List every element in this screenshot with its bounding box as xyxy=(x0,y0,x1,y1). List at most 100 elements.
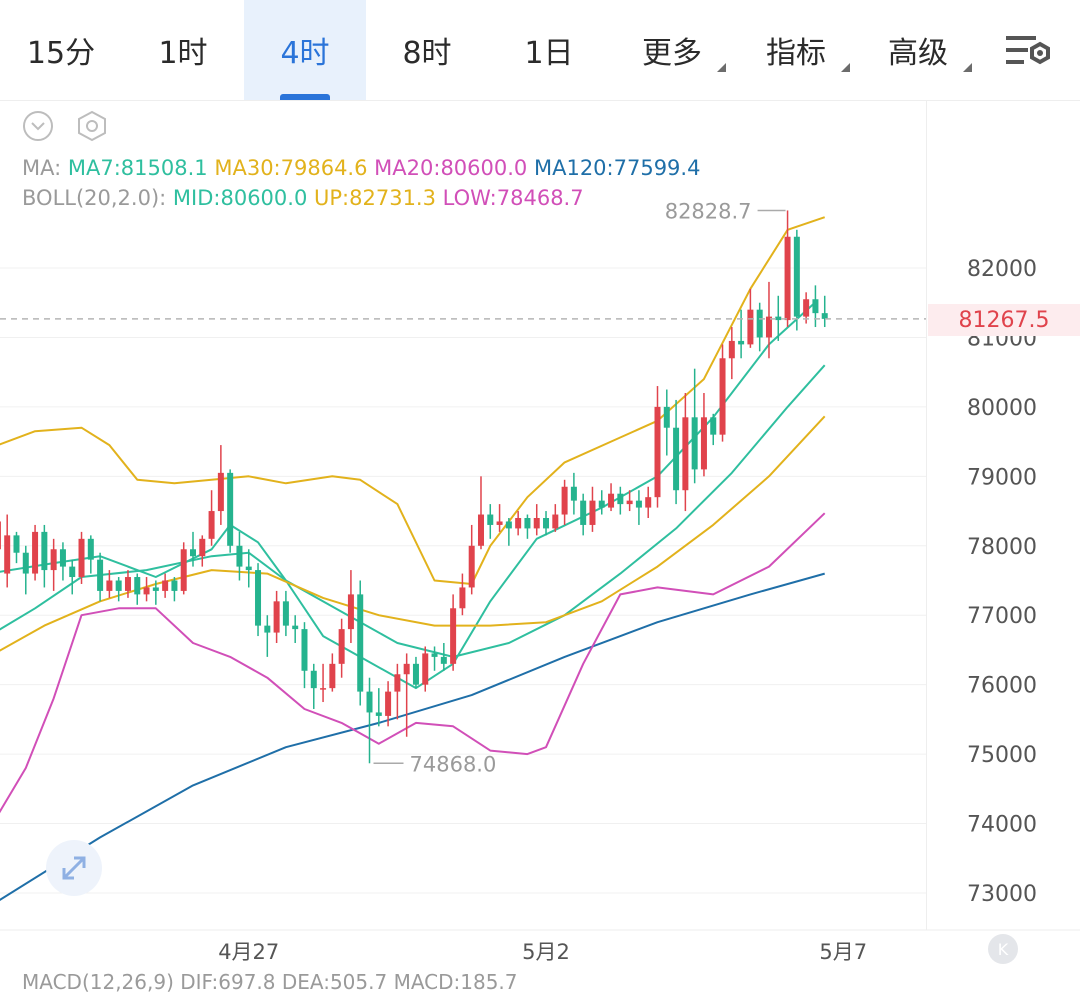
candle-body xyxy=(515,518,522,529)
candle-body xyxy=(134,577,141,595)
tab-label: 指标 xyxy=(766,36,826,71)
expand-arrows-icon[interactable] xyxy=(46,840,102,896)
candle-body xyxy=(320,688,327,690)
candle-body xyxy=(422,653,429,685)
ma-legend-prefix: MA: xyxy=(22,156,62,180)
candle-body xyxy=(357,594,364,692)
high-price-label: 82828.7 xyxy=(665,199,752,223)
x-tick-label: 5月2 xyxy=(522,940,570,964)
candle-body xyxy=(700,417,707,470)
candle-body xyxy=(719,358,726,435)
dropdown-triangle-icon xyxy=(717,63,726,72)
candle-body xyxy=(691,417,698,470)
candle-body xyxy=(654,406,661,498)
chevron-down-circle-icon[interactable] xyxy=(22,110,54,142)
ma20-value: MA20:80600.0 xyxy=(374,156,528,180)
candle-body xyxy=(450,608,457,664)
boll-legend-prefix: BOLL(20,2.0): xyxy=(22,186,167,210)
candle-body xyxy=(561,486,568,515)
candle-body xyxy=(347,594,354,630)
tab-15m[interactable]: 15分 xyxy=(0,0,122,100)
candle-body xyxy=(264,625,271,633)
candle-body xyxy=(580,500,587,525)
candle-body xyxy=(496,521,503,525)
period-tab-bar: 15分 1时 4时 8时 1日 更多 指标 高级 xyxy=(0,0,1080,101)
candle-body xyxy=(552,514,559,529)
candle-body xyxy=(273,601,280,633)
candle-body xyxy=(403,663,410,675)
tab-label: 1日 xyxy=(524,36,574,71)
candle-body xyxy=(738,340,745,345)
y-tick-label: 79000 xyxy=(967,465,1037,490)
macd-legend-text: MACD(12,26,9) DIF:697.8 DEA:505.7 MACD:1… xyxy=(22,970,518,994)
candle-body xyxy=(245,566,252,571)
candle-body xyxy=(32,531,39,574)
candle-body xyxy=(431,653,438,657)
candle-body xyxy=(635,500,642,508)
tab-label: 4时 xyxy=(280,36,330,71)
boll-mid-value: MID:80600.0 xyxy=(172,186,308,210)
candle-body xyxy=(663,406,670,428)
tab-label: 1时 xyxy=(158,36,208,71)
tab-advanced[interactable]: 高级 xyxy=(868,0,972,100)
y-tick-label: 74000 xyxy=(967,813,1037,838)
y-tick-label: 73000 xyxy=(967,882,1037,907)
candle-body xyxy=(190,549,196,557)
ma7-value: MA7:81508.1 xyxy=(67,156,208,180)
candle-body xyxy=(0,521,1,550)
candle-body xyxy=(162,580,169,591)
candle-body xyxy=(59,549,66,567)
tab-label: 8时 xyxy=(402,36,452,71)
candle-body xyxy=(812,299,819,314)
candle-body xyxy=(78,538,85,578)
y-tick-label: 78000 xyxy=(967,535,1037,560)
tab-more[interactable]: 更多 xyxy=(622,0,726,100)
low-price-label: 74868.0 xyxy=(410,752,497,776)
ma30-value: MA30:79864.6 xyxy=(214,156,368,180)
candle-body xyxy=(477,514,484,546)
current-price-tag: 81267.5 xyxy=(928,304,1080,336)
tab-4h[interactable]: 4时 xyxy=(244,0,366,100)
tab-indicators[interactable]: 指标 xyxy=(746,0,850,100)
candle-body xyxy=(97,559,104,591)
candle-body xyxy=(50,549,57,571)
candle-body xyxy=(747,309,754,345)
candle-body xyxy=(227,472,234,546)
candle-body xyxy=(756,309,763,338)
boll-up-value: UP:82731.3 xyxy=(314,186,436,210)
candle-body xyxy=(728,340,735,359)
ma120-line xyxy=(0,572,825,901)
candle-body xyxy=(22,552,29,574)
candle-body xyxy=(543,518,550,529)
candle-body xyxy=(468,545,475,588)
candle-body xyxy=(589,500,596,525)
x-tick-label: 5月7 xyxy=(819,940,867,964)
candle-body xyxy=(310,670,317,689)
active-tab-indicator xyxy=(280,94,330,100)
tab-label: 更多 xyxy=(642,36,702,71)
candle-body xyxy=(803,299,810,317)
candle-body xyxy=(217,472,224,512)
tab-1h[interactable]: 1时 xyxy=(122,0,244,100)
candle-body xyxy=(199,538,206,557)
reset-icon[interactable]: K xyxy=(988,934,1018,964)
candle-body xyxy=(69,566,76,578)
candle-body xyxy=(598,500,605,508)
ma120-value: MA120:77599.4 xyxy=(533,156,701,180)
candle-body xyxy=(329,663,336,689)
candle-body xyxy=(292,625,299,630)
tab-8h[interactable]: 8时 xyxy=(366,0,488,100)
candle-body xyxy=(338,629,345,664)
chart-settings-icon[interactable] xyxy=(1002,32,1056,72)
candle-body xyxy=(208,511,215,539)
tab-1d[interactable]: 1日 xyxy=(488,0,610,100)
candle-body xyxy=(673,427,680,491)
hexagon-settings-icon[interactable] xyxy=(76,110,108,142)
candle-body xyxy=(87,538,94,560)
candle-body xyxy=(784,236,791,321)
candle-body xyxy=(255,570,262,626)
candle-body xyxy=(533,518,540,529)
ma-legend: MA: MA7:81508.1 MA30:79864.6 MA20:80600.… xyxy=(22,156,700,180)
candle-body xyxy=(143,587,150,595)
